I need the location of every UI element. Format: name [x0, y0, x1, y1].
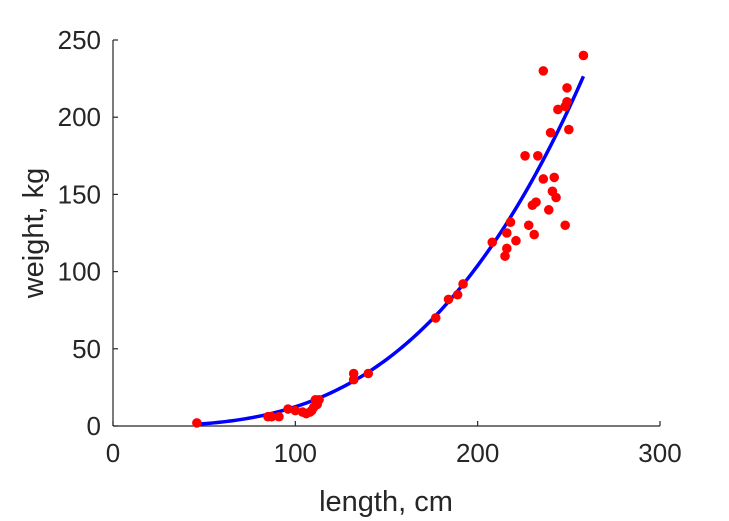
y-ticks: 0 50 100 150 200 250	[58, 25, 118, 441]
data-point	[274, 411, 284, 422]
y-tick-label: 250	[58, 25, 101, 55]
x-axis-title: length, cm	[319, 486, 453, 518]
data-point	[511, 235, 521, 246]
data-point	[560, 220, 570, 231]
axes	[112, 40, 660, 427]
y-tick-label: 100	[58, 257, 101, 287]
x-tick-label: 0	[106, 438, 120, 468]
y-tick-label: 200	[58, 102, 101, 132]
y-tick-label: 0	[87, 411, 101, 441]
x-tick-label: 300	[638, 438, 681, 468]
data-point	[348, 368, 359, 379]
data-point	[529, 229, 539, 240]
data-point	[283, 404, 293, 414]
data-point	[363, 368, 374, 379]
data-point	[543, 205, 554, 215]
data-point	[520, 151, 530, 161]
data-point	[458, 279, 468, 289]
data-point	[553, 104, 563, 115]
data-point	[578, 50, 589, 61]
y-tick-label: 50	[72, 334, 101, 364]
data-point	[192, 418, 202, 428]
data-point	[266, 411, 277, 422]
data-point	[523, 220, 534, 231]
x-tick-label: 200	[456, 438, 499, 468]
data-point	[505, 217, 516, 227]
data-point	[538, 66, 549, 76]
data-point	[562, 83, 572, 93]
x-ticks: 0 100 200 300	[106, 421, 682, 468]
fit-curve	[196, 75, 586, 426]
data-point	[545, 127, 556, 138]
data-points	[192, 50, 589, 428]
data-point	[533, 151, 543, 161]
data-point	[430, 313, 441, 323]
data-point	[538, 174, 549, 184]
data-point	[452, 289, 463, 300]
data-point	[314, 394, 324, 405]
data-point	[502, 243, 512, 254]
data-point	[549, 172, 560, 183]
data-point	[487, 237, 498, 248]
data-point	[500, 251, 510, 261]
data-point	[443, 294, 454, 305]
data-point	[531, 197, 541, 207]
data-point	[502, 228, 512, 238]
data-point	[562, 96, 572, 107]
data-point	[551, 192, 561, 203]
data-point	[564, 124, 574, 135]
y-axis-title: weight, kg	[18, 168, 50, 300]
data-point	[290, 405, 301, 416]
x-tick-label: 100	[274, 438, 317, 468]
y-tick-label: 150	[58, 179, 101, 209]
